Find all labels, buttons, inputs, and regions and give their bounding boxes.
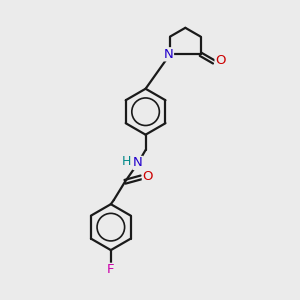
Text: F: F <box>107 263 115 276</box>
Text: N: N <box>133 157 143 169</box>
Text: H: H <box>122 155 131 168</box>
Text: O: O <box>215 54 226 67</box>
Text: O: O <box>142 170 153 183</box>
Text: N: N <box>164 48 173 61</box>
